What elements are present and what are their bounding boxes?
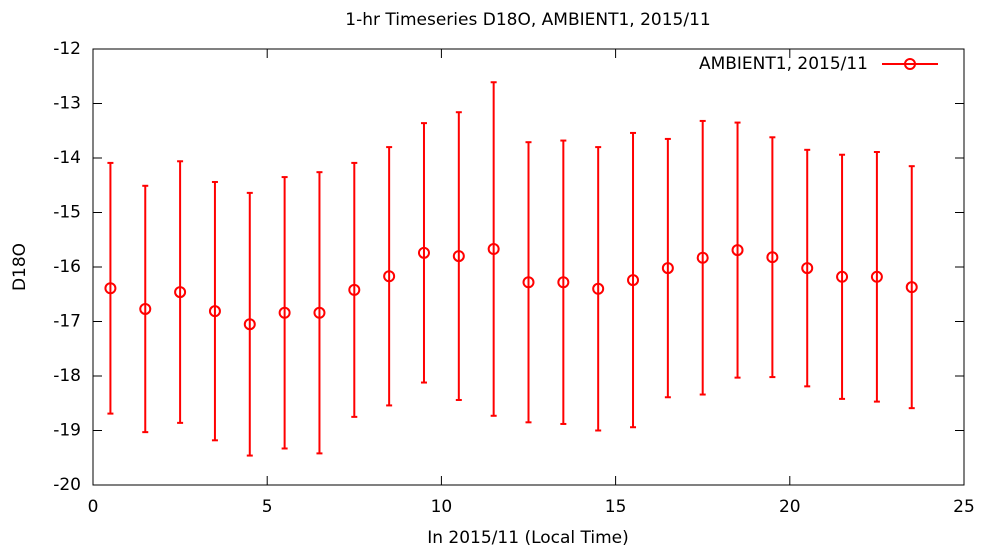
y-axis-label: D18O	[10, 243, 30, 291]
point	[208, 305, 221, 318]
error-bar	[804, 148, 811, 388]
point	[417, 246, 430, 259]
point	[452, 250, 465, 263]
point	[801, 262, 814, 275]
y-tick-label: -13	[53, 94, 81, 114]
point	[278, 306, 291, 319]
error-bar	[699, 119, 706, 396]
y-tick-label: -12	[53, 39, 81, 59]
error-bar	[664, 137, 671, 399]
x-tick-label: 15	[605, 497, 627, 517]
error-bar	[839, 153, 846, 400]
point	[627, 274, 640, 287]
point	[487, 243, 500, 256]
point	[661, 262, 674, 275]
y-tick-label: -14	[53, 148, 81, 168]
point	[104, 282, 117, 295]
error-bar	[142, 184, 149, 434]
x-tick-label: 25	[953, 497, 975, 517]
point	[696, 251, 709, 264]
point	[905, 281, 918, 294]
y-tick-label: -19	[53, 421, 81, 441]
error-bar	[769, 136, 776, 379]
point	[766, 251, 779, 264]
point	[731, 244, 744, 257]
error-bar	[386, 146, 393, 407]
y-tick-label: -20	[53, 475, 81, 495]
point	[313, 306, 326, 319]
x-tick-label: 20	[779, 497, 801, 517]
error-bar	[246, 191, 253, 457]
y-tick-label: -15	[53, 203, 81, 223]
error-bar	[351, 161, 358, 418]
y-tick-label: -18	[53, 366, 81, 386]
error-bar	[873, 151, 880, 403]
error-bar	[630, 131, 637, 429]
error-bar	[281, 176, 288, 450]
error-bar	[107, 161, 114, 415]
error-bar	[211, 180, 218, 442]
error-bar	[734, 121, 741, 379]
error-bar	[177, 160, 184, 424]
point	[522, 276, 535, 289]
point	[383, 270, 396, 283]
x-tick-label: 0	[88, 497, 99, 517]
error-bar	[420, 122, 427, 384]
point	[836, 270, 849, 283]
error-bar	[316, 171, 323, 455]
y-tick-label: -17	[53, 312, 81, 332]
error-bar	[595, 146, 602, 432]
point	[139, 302, 152, 315]
point	[174, 286, 187, 299]
x-tick-label: 5	[262, 497, 273, 517]
point	[243, 318, 256, 331]
error-bar	[908, 165, 915, 410]
y-tick-label: -16	[53, 257, 81, 277]
legend-swatch	[904, 58, 916, 70]
point	[557, 276, 570, 289]
point	[348, 283, 361, 296]
error-bar	[525, 141, 532, 424]
x-tick-label: 10	[431, 497, 453, 517]
legend-label: AMBIENT1, 2015/11	[699, 54, 868, 74]
error-bar	[490, 81, 497, 417]
chart-title: 1-hr Timeseries D18O, AMBIENT1, 2015/11	[345, 10, 710, 30]
error-bar	[455, 111, 462, 401]
point	[870, 270, 883, 283]
point	[592, 282, 605, 295]
error-bar	[560, 139, 567, 425]
x-axis-label: In 2015/11 (Local Time)	[427, 528, 629, 548]
